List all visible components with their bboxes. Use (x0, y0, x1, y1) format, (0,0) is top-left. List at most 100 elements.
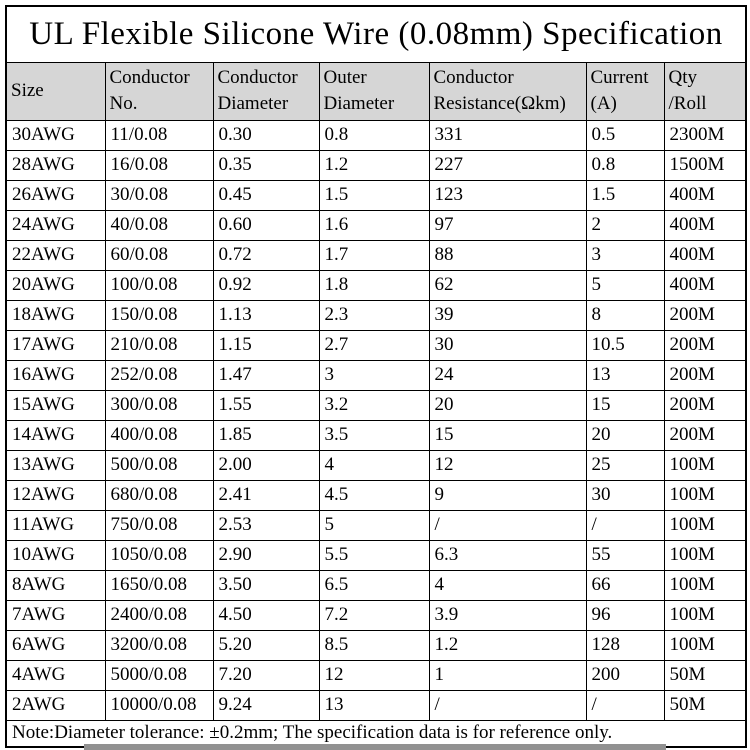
table-cell: 30 (428, 329, 587, 361)
table-cell: 13AWG (5, 449, 106, 481)
table-cell: 227 (428, 149, 587, 181)
table-row: 11AWG 750/0.08 2.53 5//100M (5, 509, 747, 541)
note-row: Note:Diameter tolerance: ±0.2mm; The spe… (5, 719, 747, 748)
table-row: 14AWG 400/0.08 1.85 3.5 15 20 200M (5, 419, 747, 451)
table-cell: 55 (585, 539, 665, 571)
table-cell: 3 (318, 359, 430, 391)
table-cell: 1050/0.08 (104, 539, 214, 571)
table-row: 28AWG 16/0.08 0.35 1.2 227 0.8 1500M (5, 149, 747, 181)
table-cell: 96 (585, 599, 665, 631)
table-cell: 66 (585, 569, 665, 601)
table-row: 8AWG 1650/0.08 3.50 6.5 4 66 100M (5, 569, 747, 601)
table-cell: 40/0.08 (104, 209, 214, 241)
table-cell: 200M (663, 419, 747, 451)
column-header: Outer Diameter (318, 61, 430, 121)
table-row: 7AWG 2400/0.08 4.50 7.2 3.9 96 100M (5, 599, 747, 631)
table-cell: 3.50 (212, 569, 320, 601)
table-cell: 24 (428, 359, 587, 391)
table-cell: 400M (663, 269, 747, 301)
column-header: Conductor Resistance(Ωkm) (428, 61, 587, 121)
table-cell: 100/0.08 (104, 269, 214, 301)
table-cell: 4AWG (5, 659, 106, 691)
table-cell: 9 (428, 479, 587, 511)
table-row: 17AWG 210/0.08 1.15 2.7 30 10.5 200M (5, 329, 747, 361)
table-cell: 0.60 (212, 209, 320, 241)
table-cell: 6.5 (318, 569, 430, 601)
table-cell: 12 (428, 449, 587, 481)
table-cell: 7.2 (318, 599, 430, 631)
table-cell: 100M (663, 539, 747, 571)
table-cell: 20AWG (5, 269, 106, 301)
spec-table-body: 30AWG 11/0.08 0.30 0.8 331 0.5 2300M 28AWG 16/0.… (5, 119, 747, 721)
table-cell: 12AWG (5, 479, 106, 511)
title-row: UL Flexible Silicone Wire (0.08mm) Speci… (5, 5, 747, 63)
table-cell: 6.3 (428, 539, 587, 571)
table-cell: 2.00 (212, 449, 320, 481)
table-cell: 5.20 (212, 629, 320, 661)
table-cell: 1.5 (585, 179, 665, 211)
table-cell: 100M (663, 569, 747, 601)
table-cell: 0.30 (212, 119, 320, 151)
table-cell: 331 (428, 119, 587, 151)
table-cell: 2.7 (318, 329, 430, 361)
table-cell: 7AWG (5, 599, 106, 631)
table-row: 30AWG 11/0.08 0.30 0.8 331 0.5 2300M (5, 119, 747, 151)
table-cell: 13 (318, 689, 430, 721)
table-note: Note:Diameter tolerance: ±0.2mm; The spe… (5, 719, 747, 748)
table-cell: 400M (663, 209, 747, 241)
table-cell: 50M (663, 689, 747, 721)
column-header: Conductor No. (104, 61, 214, 121)
table-cell: / (428, 509, 587, 541)
table-cell: 4 (428, 569, 587, 601)
table-cell: 20 (428, 389, 587, 421)
table-cell: 0.8 (585, 149, 665, 181)
table-cell: / (428, 689, 587, 721)
table-cell: 8.5 (318, 629, 430, 661)
table-cell: 252/0.08 (104, 359, 214, 391)
table-cell: 5.5 (318, 539, 430, 571)
table-row: 13AWG 500/0.08 2.00 4 12 25 100M (5, 449, 747, 481)
table-row: 24AWG 40/0.08 0.60 1.6 97 2 400M (5, 209, 747, 241)
table-row: 16AWG 252/0.08 1.47 3 24 13 200M (5, 359, 747, 391)
table-cell: 12 (318, 659, 430, 691)
spec-table: UL Flexible Silicone Wire (0.08mm) Speci… (5, 5, 748, 748)
table-cell: 1.55 (212, 389, 320, 421)
table-row: 26AWG 30/0.08 0.45 1.5 123 1.5 400M (5, 179, 747, 211)
table-cell: 8AWG (5, 569, 106, 601)
table-cell: 24AWG (5, 209, 106, 241)
table-cell: 123 (428, 179, 587, 211)
table-cell: 28AWG (5, 149, 106, 181)
table-cell: 25 (585, 449, 665, 481)
table-cell: 0.45 (212, 179, 320, 211)
table-cell: 128 (585, 629, 665, 661)
table-cell: 7.20 (212, 659, 320, 691)
table-cell: 200M (663, 329, 747, 361)
table-cell: 100M (663, 629, 747, 661)
table-cell: 0.72 (212, 239, 320, 271)
table-cell: 1.47 (212, 359, 320, 391)
table-row: 2AWG 10000/0.08 9.24 13//50M (5, 689, 747, 721)
table-cell: 200M (663, 359, 747, 391)
table-cell: 1 (428, 659, 587, 691)
table-cell: 1.2 (318, 149, 430, 181)
table-row: 4AWG 5000/0.08 7.20 12 1 200 50M (5, 659, 747, 691)
table-cell: 2 (585, 209, 665, 241)
table-cell: 2.3 (318, 299, 430, 331)
table-cell: 15AWG (5, 389, 106, 421)
table-cell: 13 (585, 359, 665, 391)
table-cell: 100M (663, 449, 747, 481)
table-cell: 400/0.08 (104, 419, 214, 451)
table-cell: 1.6 (318, 209, 430, 241)
table-cell: 15 (585, 389, 665, 421)
table-cell: 4 (318, 449, 430, 481)
table-cell: 210/0.08 (104, 329, 214, 361)
table-cell: 3200/0.08 (104, 629, 214, 661)
table-cell: 30 (585, 479, 665, 511)
table-cell: 150/0.08 (104, 299, 214, 331)
table-cell: 16/0.08 (104, 149, 214, 181)
table-cell: 3.2 (318, 389, 430, 421)
table-cell: 1650/0.08 (104, 569, 214, 601)
table-cell: 100M (663, 599, 747, 631)
table-cell: 2300M (663, 119, 747, 151)
